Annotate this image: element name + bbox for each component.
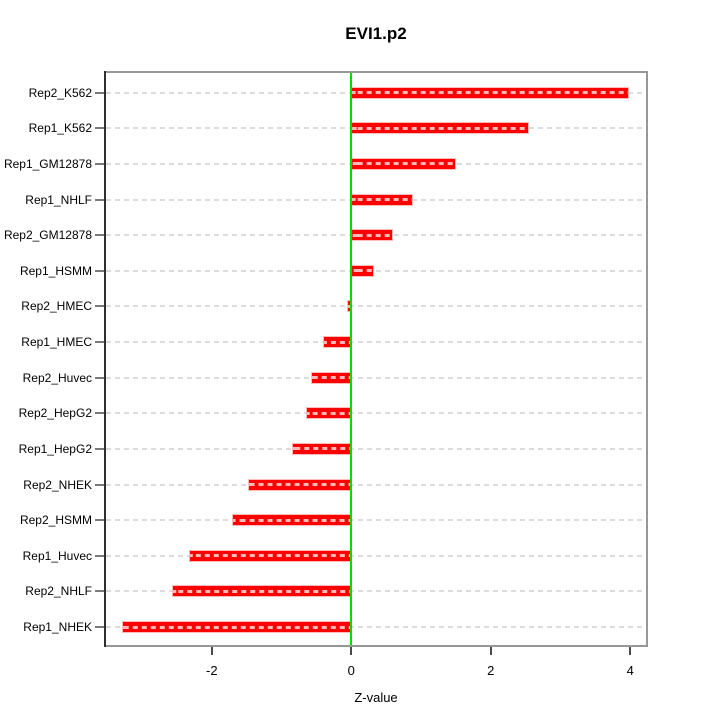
bar-dash-overlay — [351, 162, 456, 166]
category-label: Rep2_HepG2 — [18, 406, 92, 421]
row-gridline — [106, 447, 646, 450]
y-axis-tick — [95, 162, 104, 165]
bar-dash-overlay — [347, 304, 352, 308]
row-gridline — [106, 269, 646, 272]
plot-area — [104, 71, 648, 647]
bar-dash-overlay — [351, 269, 373, 273]
bar-dash-overlay — [351, 91, 629, 95]
x-axis-tick-label: 2 — [487, 663, 495, 678]
category-label: Rep1_HepG2 — [18, 441, 92, 456]
y-axis-tick — [95, 269, 104, 272]
bar-dash-overlay — [307, 411, 352, 415]
y-axis-tick — [95, 412, 104, 415]
y-axis-tick — [95, 91, 104, 94]
x-axis-tick-label: 0 — [347, 663, 355, 678]
plot-border-top — [104, 71, 648, 73]
plot-border-right — [646, 71, 648, 647]
y-axis-tick — [95, 447, 104, 450]
category-label: Rep2_HSMM — [19, 513, 92, 528]
bar-dash-overlay — [249, 483, 352, 487]
category-label: Rep2_NHLF — [25, 584, 92, 599]
y-axis-tick — [95, 127, 104, 130]
bar-dash-overlay — [172, 589, 352, 593]
y-axis-tick — [95, 341, 104, 344]
category-label: Rep2_NHEK — [23, 477, 92, 492]
plot-border-bottom — [104, 645, 648, 647]
bar-dash-overlay — [292, 447, 352, 451]
bar-dash-overlay — [351, 198, 412, 202]
y-axis-tick — [95, 376, 104, 379]
chart-title: EVI1.p2 — [345, 24, 407, 43]
bar-dash-overlay — [324, 340, 352, 344]
category-label: Rep2_HMEC — [21, 299, 92, 314]
category-label: Rep2_K562 — [28, 85, 92, 100]
bar-dash-overlay — [233, 518, 352, 522]
category-label: Rep1_HMEC — [21, 335, 92, 350]
y-axis-tick — [95, 519, 104, 522]
category-label: Rep2_GM12878 — [3, 228, 92, 243]
bar-dash-overlay — [312, 376, 352, 380]
y-axis-tick — [95, 483, 104, 486]
bar-dash-overlay — [351, 233, 393, 237]
row-gridline — [106, 341, 646, 344]
y-axis-tick — [95, 305, 104, 308]
x-axis-title: Z-value — [354, 690, 398, 705]
bar-dash-overlay — [351, 126, 529, 130]
category-label: Rep1_NHLF — [25, 192, 92, 207]
zero-line — [350, 71, 353, 647]
category-label: Rep1_NHEK — [23, 620, 92, 634]
x-axis-tick — [350, 647, 353, 655]
x-axis-tick — [629, 647, 632, 655]
row-gridline — [106, 412, 646, 415]
row-gridline — [106, 376, 646, 379]
category-label: Rep2_Huvec — [22, 370, 92, 385]
category-label: Rep1_HSMM — [19, 263, 92, 278]
x-axis-tick — [489, 647, 492, 655]
row-gridline — [106, 626, 646, 628]
row-gridline — [106, 305, 646, 308]
row-gridline — [106, 554, 646, 557]
y-axis-line — [104, 71, 106, 647]
bar-dash-overlay — [123, 625, 352, 629]
row-gridline — [106, 590, 646, 593]
x-axis-tick-label: 4 — [626, 663, 634, 678]
row-gridline — [106, 519, 646, 522]
y-axis-tick — [95, 554, 104, 557]
x-axis-tick-label: -2 — [206, 663, 218, 678]
x-axis-tick — [210, 647, 213, 655]
category-label: Rep1_Huvec — [22, 548, 92, 563]
y-axis-tick — [95, 590, 104, 593]
category-label: Rep1_K562 — [28, 121, 92, 136]
row-gridline — [106, 483, 646, 486]
y-axis-tick — [95, 198, 104, 201]
bar-dash-overlay — [190, 554, 352, 558]
y-axis-tick — [95, 234, 104, 237]
category-label: Rep1_GM12878 — [3, 156, 92, 171]
y-axis-tick — [95, 626, 104, 628]
